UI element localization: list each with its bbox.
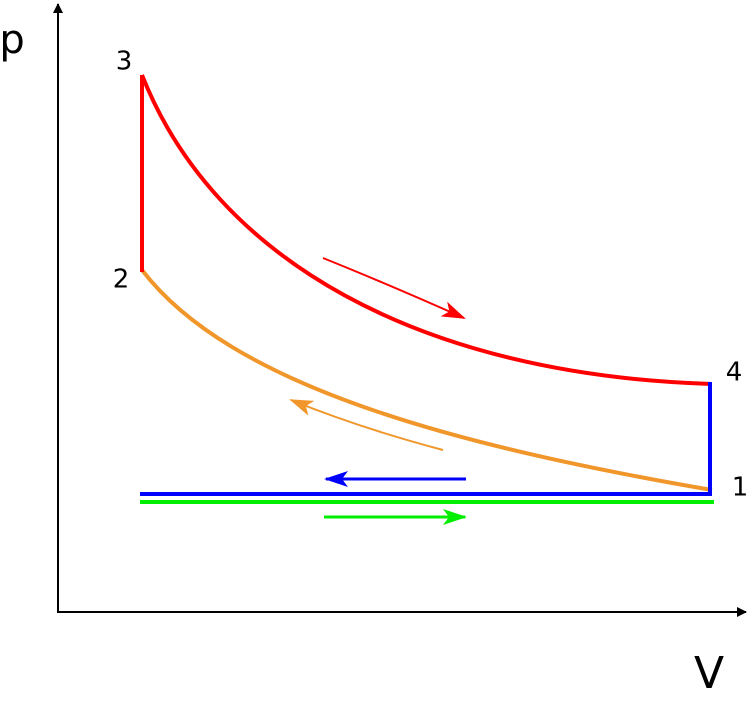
y-axis-label: p <box>0 17 25 63</box>
compression-arrow <box>289 399 444 451</box>
compression-curve <box>140 268 713 492</box>
x-axis-label: V <box>694 648 724 699</box>
expansion-arrow <box>322 257 466 319</box>
point-label: 2 <box>113 265 130 295</box>
point-label: 3 <box>116 47 133 77</box>
point-label: 4 <box>726 358 743 388</box>
point-label: 1 <box>732 473 749 503</box>
expansion-curve <box>140 74 713 386</box>
